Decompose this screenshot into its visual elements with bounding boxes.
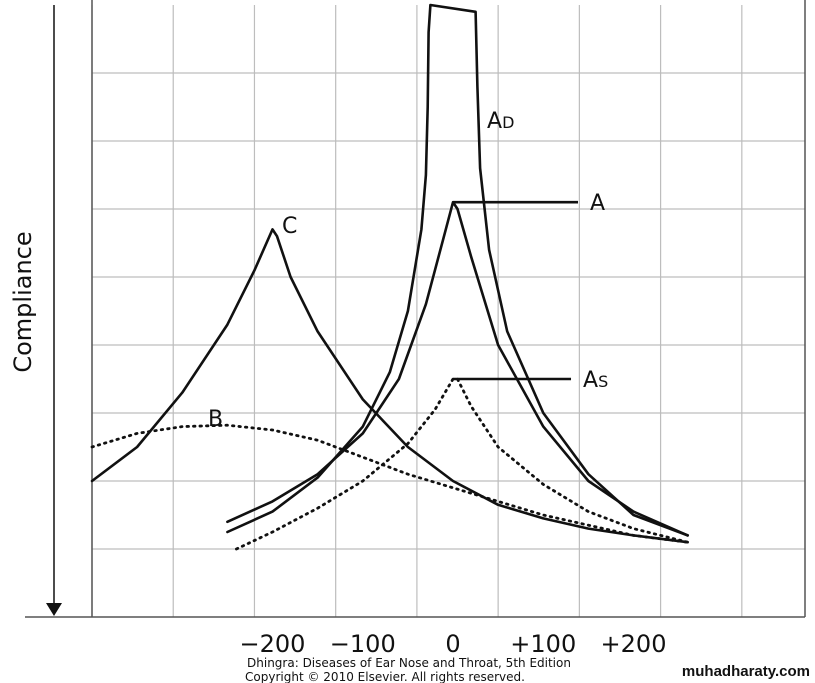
watermark: muhadharaty.com: [682, 663, 810, 680]
series-label-main: A: [583, 368, 598, 393]
y-axis-label: Compliance: [9, 231, 37, 372]
series-label-ad: AD: [487, 109, 514, 134]
x-tick-label: −200: [240, 630, 306, 658]
series-b-curve: [90, 423, 690, 544]
series-c-curve: [90, 228, 689, 544]
series-label-subscript: D: [502, 113, 514, 132]
axes: [25, 0, 806, 618]
series-label-subscript: S: [598, 372, 608, 391]
series-label-a: A: [590, 191, 605, 216]
series-ad-curve: [226, 3, 689, 537]
x-tick-labels: −200 −100 0 +100 +200: [240, 630, 667, 658]
grid: [91, 5, 805, 617]
y-axis-arrow-head: [46, 603, 62, 616]
series-as-curve: [235, 377, 690, 551]
series-label-b: B: [208, 407, 223, 432]
credit-line-1: Dhingra: Diseases of Ear Nose and Throat…: [247, 656, 571, 670]
series-layer: [90, 3, 690, 551]
x-tick-label: 0: [445, 630, 460, 658]
x-tick-label: −100: [330, 630, 396, 658]
x-tick-label: +100: [510, 630, 576, 658]
series-label-c: C: [282, 214, 297, 239]
series-a-curve: [226, 200, 689, 537]
series-label-main: A: [487, 109, 502, 134]
series-label-as: AS: [583, 368, 608, 393]
credit-line-2: Copyright © 2010 Elsevier. All rights re…: [245, 670, 525, 683]
x-tick-label: +200: [601, 630, 667, 658]
